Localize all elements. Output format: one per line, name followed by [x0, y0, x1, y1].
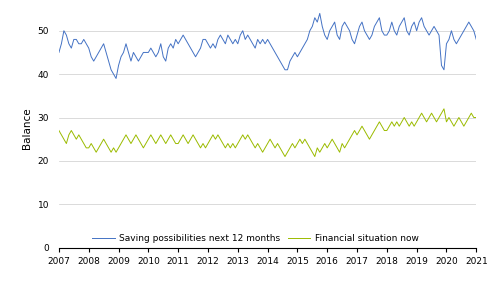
Financial situation now [459, 120, 464, 124]
Y-axis label: Balance: Balance [22, 108, 32, 149]
Saving possibilities next 12 months [394, 33, 400, 37]
Legend: Saving possibilities next 12 months, Financial situation now: Saving possibilities next 12 months, Fin… [88, 231, 422, 247]
Line: Saving possibilities next 12 months: Saving possibilities next 12 months [59, 13, 476, 79]
Financial situation now [56, 129, 62, 132]
Financial situation now [473, 116, 479, 119]
Saving possibilities next 12 months [222, 42, 228, 46]
Financial situation now [168, 133, 174, 137]
Saving possibilities next 12 months [386, 29, 392, 33]
Saving possibilities next 12 months [473, 38, 479, 41]
Saving possibilities next 12 months [317, 11, 323, 15]
Financial situation now [384, 129, 390, 132]
Financial situation now [220, 142, 226, 145]
Financial situation now [282, 155, 288, 158]
Saving possibilities next 12 months [459, 33, 464, 37]
Saving possibilities next 12 months [56, 51, 62, 54]
Financial situation now [441, 107, 447, 111]
Saving possibilities next 12 months [416, 20, 422, 24]
Financial situation now [414, 120, 420, 124]
Line: Financial situation now: Financial situation now [59, 109, 476, 156]
Financial situation now [391, 124, 397, 128]
Saving possibilities next 12 months [113, 77, 119, 80]
Saving possibilities next 12 months [170, 46, 176, 50]
